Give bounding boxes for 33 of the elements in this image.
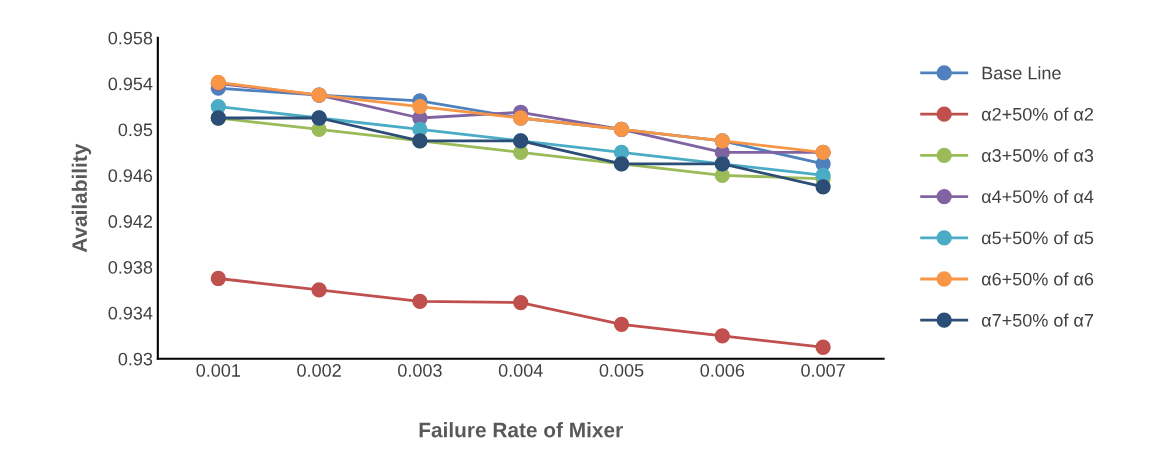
legend-label: α4+50% of α4 xyxy=(981,189,1094,204)
point xyxy=(210,270,226,287)
x-tick-label: 0.002 xyxy=(297,364,341,377)
legend-label: Base Line xyxy=(982,66,1061,80)
point xyxy=(815,179,831,195)
point xyxy=(513,294,529,311)
legend-label: α6+50% of α6 xyxy=(981,272,1094,286)
point xyxy=(412,293,428,310)
x-tick-label: 0.007 xyxy=(801,364,845,377)
legend-label: α5+50% of α5 xyxy=(981,231,1094,245)
y-tick-label: 0.946 xyxy=(108,169,153,183)
x-tick-label: 0.003 xyxy=(398,364,442,377)
point xyxy=(815,339,831,355)
legend-label: α2+50% of α2 xyxy=(981,107,1094,121)
x-axis-title: Failure Rate of Mixer xyxy=(419,422,623,438)
x-tick-label: 0.005 xyxy=(599,364,644,377)
point xyxy=(412,98,428,115)
x-tick-label: 0.006 xyxy=(700,364,745,377)
legend-label: α7+50% of α7 xyxy=(981,313,1094,327)
y-tick-label: 0.934 xyxy=(108,306,153,320)
y-tick-label: 0.93 xyxy=(118,352,153,366)
y-tick-label: 0.95 xyxy=(118,123,153,137)
x-tick-label: 0.001 xyxy=(196,364,241,377)
legend-label: α3+50% of α3 xyxy=(981,148,1094,162)
y-tick-label: 0.958 xyxy=(108,31,153,45)
y-tick-label: 0.942 xyxy=(108,215,153,228)
point xyxy=(714,328,730,344)
y-tick-label: 0.938 xyxy=(108,260,153,274)
x-tick-label: 0.004 xyxy=(498,364,543,377)
point xyxy=(613,316,630,332)
y-axis-title: Availability xyxy=(71,143,92,253)
y-tick-label: 0.954 xyxy=(108,77,153,91)
point xyxy=(311,282,327,298)
